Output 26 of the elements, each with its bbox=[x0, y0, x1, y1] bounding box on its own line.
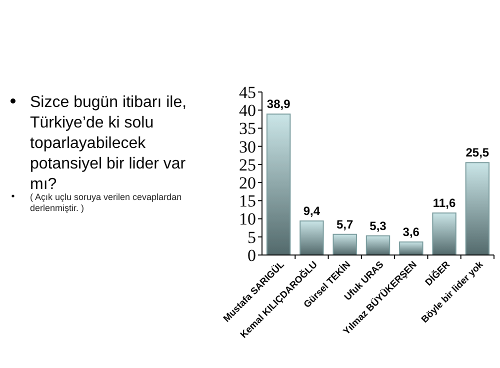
y-tick-label: 25 bbox=[239, 155, 256, 174]
bar bbox=[465, 162, 490, 256]
data-label: 25,5 bbox=[466, 146, 490, 160]
y-tick-label: 30 bbox=[239, 137, 256, 156]
data-label: 11,6 bbox=[432, 196, 456, 210]
y-tick-label: 40 bbox=[239, 101, 256, 120]
y-tick-label: 5 bbox=[248, 228, 256, 247]
bar bbox=[332, 234, 357, 256]
y-tick-label: 45 bbox=[239, 82, 256, 102]
text: Sizce bugün itibarı ile, Türkiye’de ki solu toparlayabilecek potansiyel bir lider var mı? bbox=[30, 94, 187, 193]
bar bbox=[366, 235, 390, 256]
data-label: 3,6 bbox=[402, 224, 420, 239]
y-tick-label: 35 bbox=[239, 119, 256, 138]
y-tick-label: 15 bbox=[239, 192, 256, 211]
y-tick-label: 20 bbox=[239, 174, 256, 193]
y-tick-label: 10 bbox=[239, 210, 256, 229]
bar bbox=[266, 114, 291, 256]
data-label: 5,3 bbox=[370, 218, 387, 233]
data-label: 38,9 bbox=[266, 97, 291, 112]
text: ( Açık uçlu soruya verilen cevaplardan derlenmiştir. ) bbox=[30, 192, 182, 213]
bar bbox=[432, 212, 456, 256]
bar bbox=[300, 220, 324, 256]
data-label: 9,4 bbox=[303, 204, 320, 218]
data-label: 5,7 bbox=[336, 217, 354, 232]
bar bbox=[399, 241, 424, 256]
y-tick-label: 0 bbox=[248, 246, 256, 265]
